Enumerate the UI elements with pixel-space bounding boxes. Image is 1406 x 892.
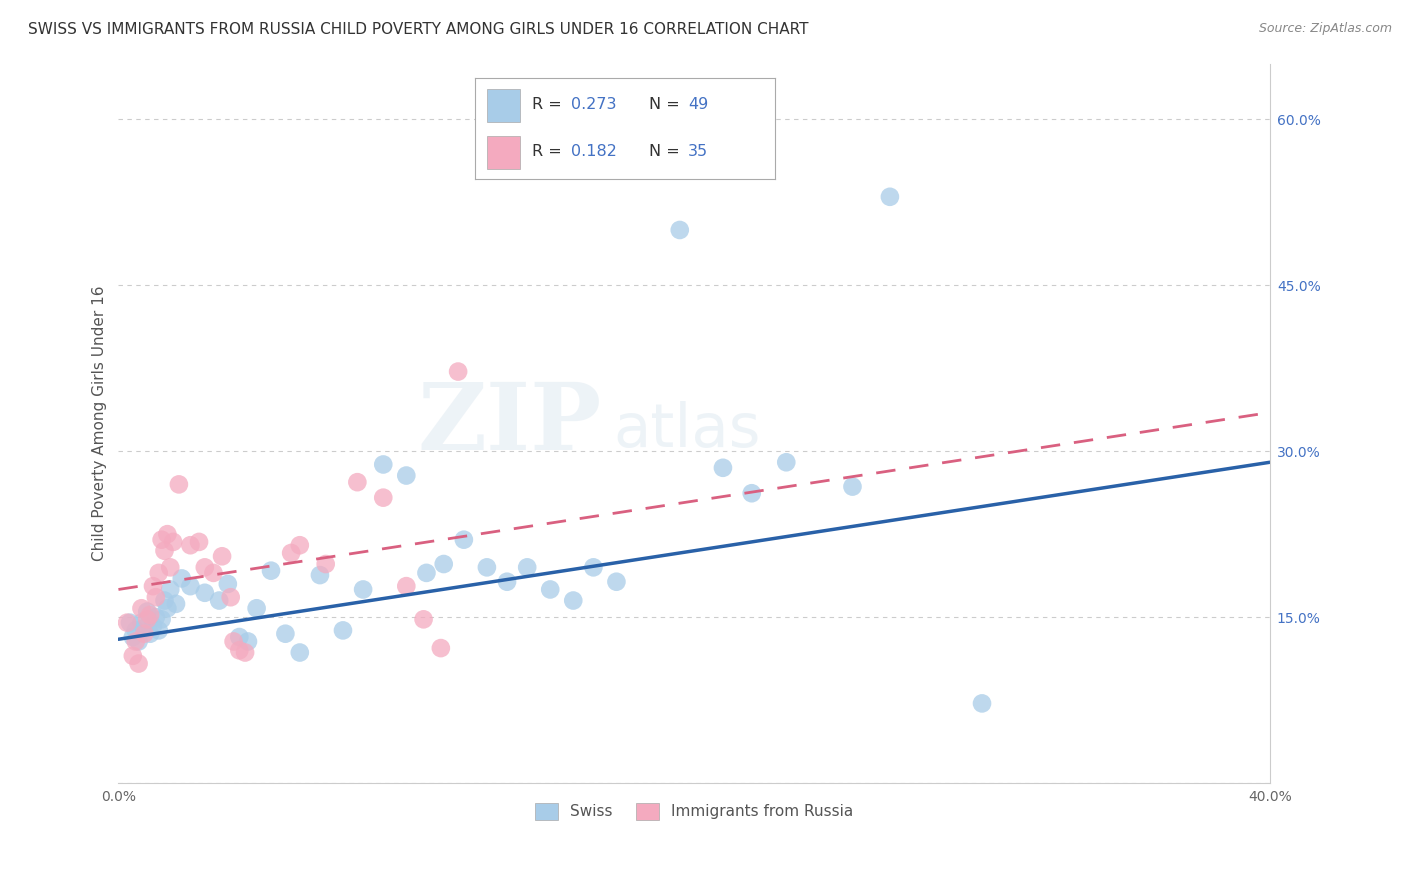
Point [260, 564, 283, 578]
Point [516, 560, 538, 574]
Point [131, 615, 153, 630]
Point [156, 601, 179, 615]
Point [153, 543, 176, 558]
Point [121, 648, 143, 663]
Point [233, 646, 256, 660]
Point [415, 566, 437, 580]
Point [315, 557, 337, 571]
Point [217, 577, 239, 591]
Point [156, 527, 179, 541]
Point [188, 535, 211, 549]
Point [412, 612, 434, 626]
Point [288, 646, 311, 660]
Point [430, 641, 453, 656]
Point [741, 486, 763, 500]
Point [179, 579, 201, 593]
Point [562, 593, 585, 607]
Point [136, 605, 159, 619]
Point [475, 560, 498, 574]
Point [170, 571, 193, 585]
Point [453, 533, 475, 547]
Point [841, 480, 863, 494]
Point [134, 626, 156, 640]
Point [136, 612, 159, 626]
Point [194, 560, 217, 574]
Point [395, 468, 418, 483]
Point [246, 601, 269, 615]
Point [309, 568, 332, 582]
Point [274, 626, 297, 640]
Point [236, 634, 259, 648]
Point [879, 190, 901, 204]
Point [121, 630, 143, 644]
Text: Source: ZipAtlas.com: Source: ZipAtlas.com [1258, 22, 1392, 36]
Point [145, 591, 167, 605]
Point [219, 591, 242, 605]
Point [115, 615, 138, 630]
Point [148, 566, 170, 580]
Point [131, 601, 153, 615]
Point [128, 657, 150, 671]
Point [202, 566, 225, 580]
Point [125, 624, 148, 638]
Point [159, 582, 181, 597]
Point [134, 621, 156, 635]
Point [142, 579, 165, 593]
Point [159, 560, 181, 574]
Text: SWISS VS IMMIGRANTS FROM RUSSIA CHILD POVERTY AMONG GIRLS UNDER 16 CORRELATION C: SWISS VS IMMIGRANTS FROM RUSSIA CHILD PO… [28, 22, 808, 37]
Legend: Swiss, Immigrants from Russia: Swiss, Immigrants from Russia [529, 797, 859, 826]
Point [352, 582, 374, 597]
Point [346, 475, 368, 490]
Point [153, 593, 176, 607]
Point [139, 607, 162, 622]
Point [208, 593, 231, 607]
Point [332, 624, 354, 638]
Point [668, 223, 690, 237]
Point [228, 643, 250, 657]
Point [148, 624, 170, 638]
Point [139, 626, 162, 640]
Text: ZIP: ZIP [418, 378, 602, 468]
Point [179, 538, 201, 552]
Point [970, 697, 993, 711]
Point [194, 586, 217, 600]
Point [167, 477, 190, 491]
Point [165, 597, 187, 611]
Point [142, 619, 165, 633]
Point [538, 582, 561, 597]
Text: atlas: atlas [613, 401, 761, 460]
Point [288, 538, 311, 552]
Point [496, 574, 519, 589]
Point [280, 546, 302, 560]
Point [711, 460, 734, 475]
Point [125, 634, 148, 648]
Point [447, 365, 470, 379]
Point [222, 634, 245, 648]
Point [162, 535, 184, 549]
Point [373, 458, 395, 472]
Point [605, 574, 627, 589]
Point [211, 549, 233, 564]
Point [150, 533, 173, 547]
Point [582, 560, 605, 574]
Point [150, 612, 173, 626]
Point [433, 557, 456, 571]
Y-axis label: Child Poverty Among Girls Under 16: Child Poverty Among Girls Under 16 [93, 285, 107, 561]
Point [118, 615, 141, 630]
Point [373, 491, 395, 505]
Point [128, 634, 150, 648]
Point [395, 579, 418, 593]
Point [228, 630, 250, 644]
Point [775, 455, 797, 469]
Point [145, 610, 167, 624]
